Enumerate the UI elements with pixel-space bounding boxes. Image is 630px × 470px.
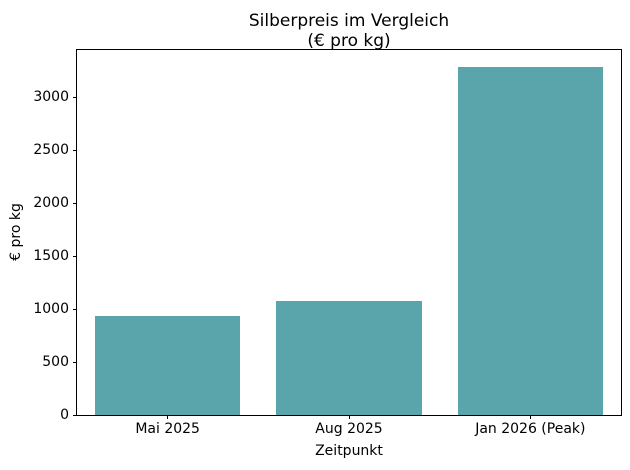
y-tick-label-2500: 2500 [33,142,69,159]
y-tick-label-1500: 1500 [33,248,69,265]
chart-title-line-1: Silberpreis im Vergleich [248,11,450,31]
y-tick-label-1000: 1000 [33,301,69,318]
x-tick-label-jan-2026-peak: Jan 2026 (Peak) [475,421,586,437]
y-tick-mark-1000 [73,308,77,310]
chart-title-line-2: (€ pro kg) [307,31,391,52]
chart-title: Silberpreis im Vergleich (€ pro kg) [76,11,622,51]
x-tick-mark-jan-2026-peak [529,415,531,419]
y-tick-label-3000: 3000 [33,89,69,106]
bar-aug-2025 [276,300,422,415]
bar-mai-2025 [95,316,241,415]
y-tick-mark-500 [73,361,77,363]
y-tick-mark-2000 [73,202,77,204]
y-tick-mark-2500 [73,149,77,151]
y-tick-label-500: 500 [42,354,69,370]
y-tick-mark-3000 [73,96,77,98]
plot-area: 0 500 1000 1500 2000 2500 3000 Mai 2025 Aug 2025… [33,49,622,436]
x-tick-mark-mai-2025 [167,415,169,419]
x-tick-mark-aug-2025 [348,415,350,419]
x-tick-label-mai-2025: Mai 2025 [135,421,200,437]
x-axis-label: Zeitpunkt [315,443,383,459]
y-tick-mark-1500 [73,255,77,257]
y-tick-mark-0 [73,414,77,416]
bar-jan-2026-peak [457,67,603,415]
y-tick-label-2000: 2000 [33,195,69,212]
x-tick-label-aug-2025: Aug 2025 [315,421,383,437]
y-tick-label-0: 0 [60,407,69,423]
